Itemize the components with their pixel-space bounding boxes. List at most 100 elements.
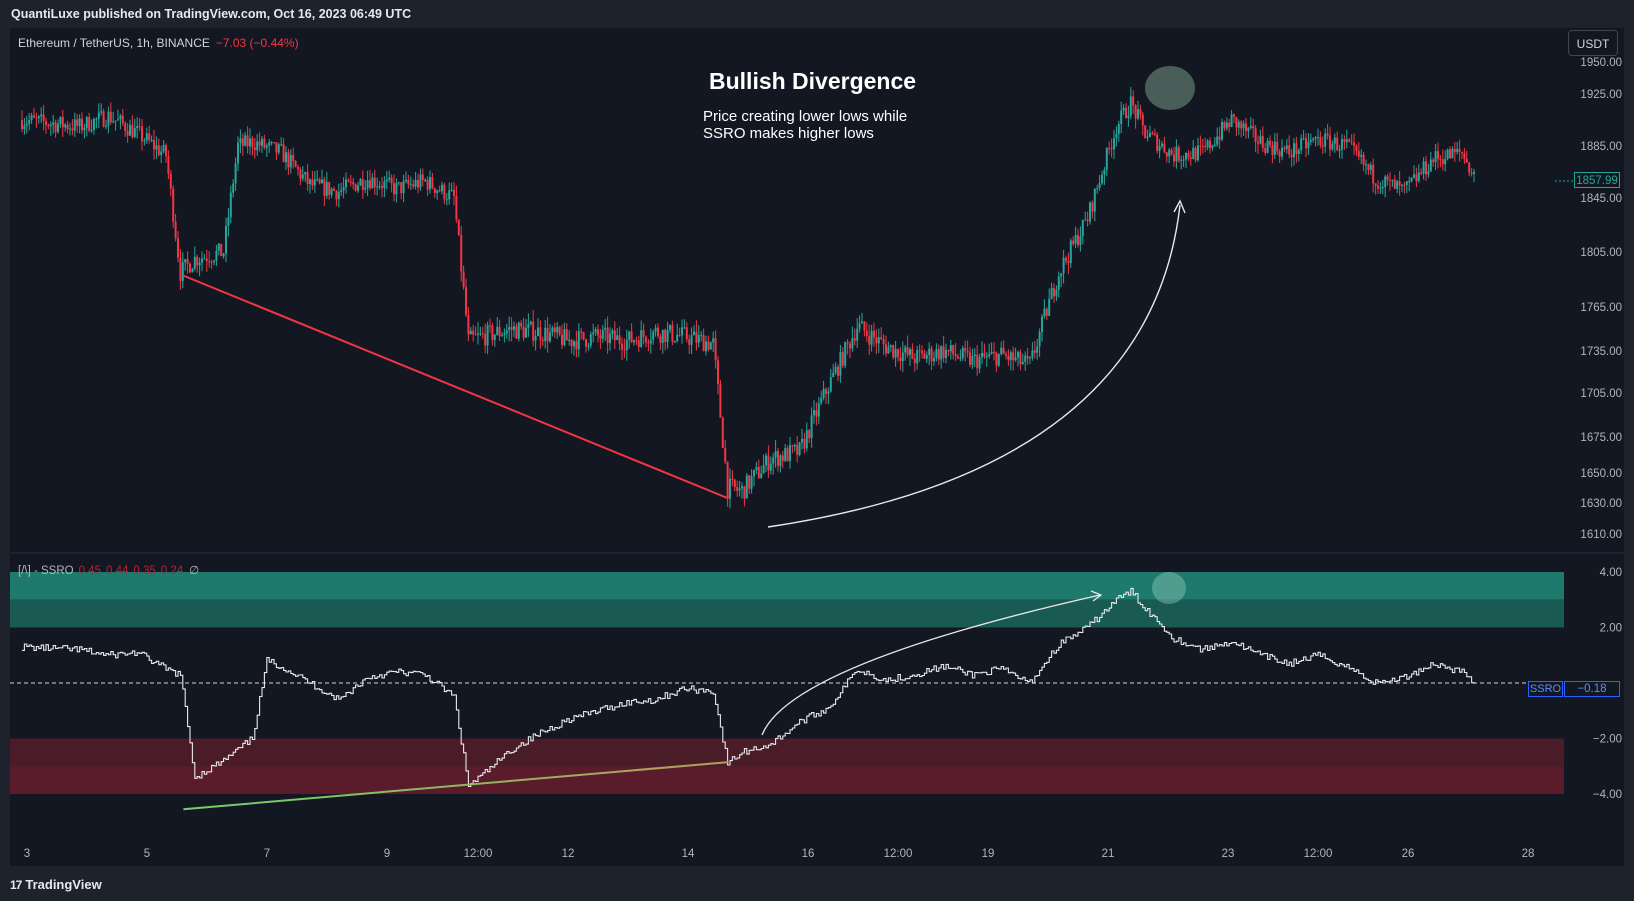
candle-body: [942, 346, 945, 358]
ssro-tick-label: 4.00: [1600, 567, 1622, 579]
candle-body: [805, 430, 808, 449]
candle-body: [1348, 139, 1351, 142]
candle-body: [1377, 185, 1379, 189]
candle-body: [177, 238, 179, 258]
candle-body: [1410, 177, 1413, 182]
candle-body: [553, 327, 556, 333]
candle-body: [486, 325, 489, 346]
candle-body: [148, 133, 151, 140]
candle-body: [273, 142, 275, 144]
candle-body: [1415, 174, 1418, 182]
candle-body: [654, 327, 657, 332]
candle-body: [1211, 145, 1214, 149]
candle-body: [1170, 149, 1173, 155]
candle-body: [899, 357, 902, 362]
candle-body: [678, 335, 681, 337]
candle-body: [1093, 188, 1096, 212]
currency-button[interactable]: USDT: [1568, 30, 1618, 56]
ssro-line: [22, 587, 1475, 788]
candle-body: [241, 138, 244, 146]
tradingview-logo[interactable]: 17 TradingView: [10, 877, 102, 892]
candle-body: [138, 126, 141, 128]
candle-body: [1043, 308, 1046, 317]
price-tick-label: 1705.00: [1580, 388, 1622, 400]
candle-body: [858, 323, 861, 329]
candle-body: [1149, 133, 1151, 137]
candle-body: [364, 187, 367, 190]
candle-body: [861, 321, 863, 324]
candle-body: [1389, 179, 1391, 181]
candle-body: [1230, 114, 1233, 128]
candle-body: [347, 179, 350, 182]
candle-body: [525, 327, 527, 338]
candle-body: [1108, 148, 1111, 150]
candle-body: [959, 357, 962, 359]
candle-body: [133, 128, 136, 138]
candle-body: [268, 142, 271, 146]
candle-body: [1427, 171, 1430, 175]
candle-body: [642, 330, 645, 337]
time-tick-label: 12: [562, 848, 575, 860]
candle-body: [1129, 96, 1132, 116]
candle-body: [988, 353, 991, 357]
candle-body: [1151, 133, 1154, 135]
candle-body: [822, 389, 825, 399]
candle-body: [1187, 152, 1190, 158]
overbought-zone-inner: [10, 599, 1564, 628]
candle-body: [1245, 123, 1247, 132]
candle-body: [400, 182, 403, 194]
candle-body: [385, 179, 388, 182]
candle-body: [537, 327, 539, 337]
candle-body: [155, 145, 158, 150]
candle-body: [1103, 169, 1106, 175]
candle-body: [1055, 289, 1058, 297]
candle-body: [378, 186, 381, 188]
candle-body: [546, 327, 549, 342]
indicator-name: [/\] - SSRO: [18, 565, 74, 577]
candle-body: [1036, 346, 1039, 353]
candle-body: [1369, 164, 1372, 171]
tradingview-logo-icon: 17: [10, 878, 22, 892]
candle-body: [1470, 172, 1473, 174]
time-tick-label: 16: [802, 848, 815, 860]
candle-body: [733, 479, 736, 487]
indicator-legend: [/\] - SSRO 0.45 0.44 0.35 0.24 ∅: [18, 563, 199, 577]
candle-body: [589, 334, 592, 346]
candle-body: [1309, 140, 1312, 142]
candle-body: [575, 341, 578, 350]
candle-body: [1288, 145, 1291, 155]
ssro-name-tag: SSRO: [1528, 681, 1563, 697]
chart-frame[interactable]: [10, 28, 1624, 866]
candle-body: [105, 126, 107, 128]
candle-body: [309, 179, 311, 184]
candle-body: [64, 124, 67, 128]
candle-body: [489, 325, 491, 327]
candle-body: [429, 177, 431, 190]
candle-body: [1194, 147, 1197, 161]
candle-body: [1213, 144, 1216, 146]
candle-body: [484, 333, 487, 346]
candle-body: [1105, 148, 1108, 170]
candle-body: [203, 258, 206, 260]
candle-body: [539, 327, 542, 340]
candle-body: [935, 349, 938, 358]
candle-body: [1165, 152, 1168, 157]
price-and-indicator-chart[interactable]: 1950.00 1925.00 1885.00 1845.00 1805.00 1765.…: [0, 0, 1634, 866]
candle-body: [786, 448, 789, 462]
candle-body: [419, 174, 422, 188]
candle-body: [1319, 136, 1322, 146]
candle-body: [1408, 181, 1411, 183]
candle-body: [1168, 149, 1171, 157]
candle-body: [503, 333, 506, 336]
candle-body: [781, 455, 784, 461]
candle-body: [957, 356, 959, 359]
annotation-title: Bullish Divergence: [709, 68, 917, 94]
candle-body: [337, 192, 340, 200]
candle-body: [1228, 122, 1231, 128]
candle-body: [1417, 172, 1420, 182]
candle-body: [1393, 179, 1396, 189]
candle-body: [1295, 143, 1298, 154]
candle-body: [261, 138, 263, 146]
candle-body: [1345, 139, 1348, 143]
candle-body: [433, 188, 436, 194]
